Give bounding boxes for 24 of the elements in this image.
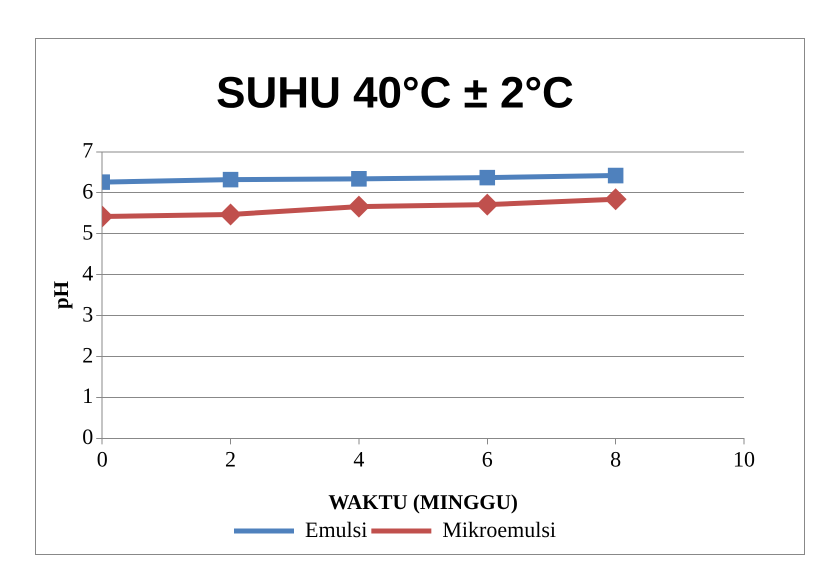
point	[351, 171, 367, 187]
point	[604, 188, 627, 210]
point	[220, 203, 242, 226]
x-tick-label: 2	[225, 446, 236, 472]
x-tick-label: 4	[353, 446, 364, 472]
x-tick-label: 10	[733, 446, 755, 472]
point	[608, 168, 624, 184]
y-tick-label: 6	[82, 178, 94, 204]
point	[222, 172, 238, 188]
chart-title: SUHU 40°C ± 2°C	[216, 68, 574, 118]
y-tick-label: 4	[82, 260, 94, 286]
legend-label: Mikroemulsi	[442, 516, 556, 542]
y-tick-label: 0	[82, 424, 94, 450]
x-tick-label: 6	[482, 446, 493, 472]
y-tick-label: 1	[82, 383, 94, 408]
y-tick-label: 7	[82, 138, 94, 163]
y-tick-label: 5	[82, 219, 94, 244]
legend-label: Emulsi	[305, 516, 368, 542]
y-tick-label: 3	[82, 301, 94, 326]
x-tick-label: 8	[610, 446, 622, 472]
point	[480, 170, 496, 186]
y-tick-label: 2	[82, 342, 94, 368]
x-axis-title: WAKTU (MINGGU)	[328, 490, 518, 514]
y-axis-title: pH	[49, 281, 74, 310]
